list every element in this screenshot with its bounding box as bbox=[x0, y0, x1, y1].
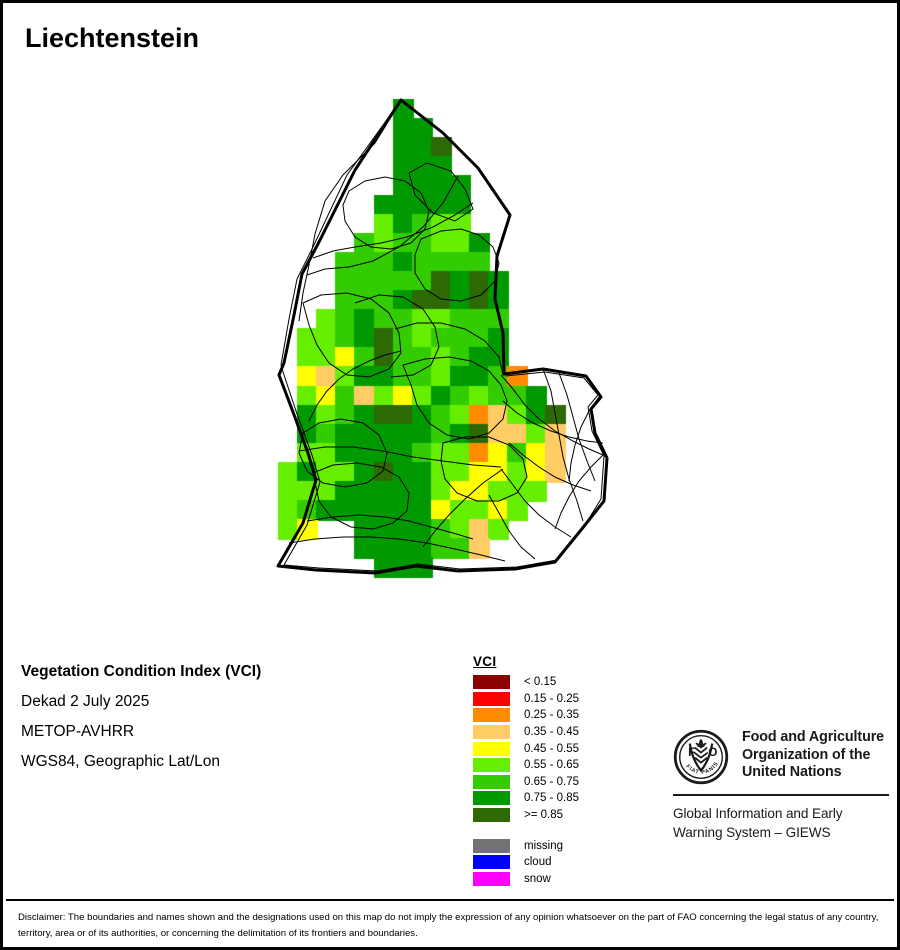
legend-label: missing bbox=[524, 839, 563, 852]
info-heading: Vegetation Condition Index (VCI) bbox=[21, 663, 262, 680]
legend-class-row: 0.55 - 0.65 bbox=[473, 757, 643, 774]
svg-text:O: O bbox=[708, 746, 717, 759]
info-projection: WGS84, Geographic Lat/Lon bbox=[21, 753, 221, 770]
disclaimer-divider bbox=[6, 899, 894, 901]
legend-swatch bbox=[473, 691, 510, 706]
legend-label: 0.15 - 0.25 bbox=[524, 692, 579, 705]
legend-class-row: 0.15 - 0.25 bbox=[473, 691, 643, 708]
fao-divider bbox=[673, 794, 889, 796]
legend-swatch bbox=[473, 675, 510, 690]
legend-label: 0.55 - 0.65 bbox=[524, 759, 579, 772]
legend-class-row: 0.75 - 0.85 bbox=[473, 790, 643, 807]
map-info: Vegetation Condition Index (VCI) Dekad 2… bbox=[21, 657, 441, 777]
legend-class-row: 0.65 - 0.75 bbox=[473, 774, 643, 791]
info-dekad: Dekad 2 July 2025 bbox=[21, 693, 150, 710]
legend-label: >= 0.85 bbox=[524, 809, 564, 822]
legend-spacer bbox=[473, 823, 643, 837]
legend-label: < 0.15 bbox=[524, 676, 557, 689]
legend-swatch bbox=[473, 758, 510, 773]
legend-class-row: 0.35 - 0.45 bbox=[473, 724, 643, 741]
fao-branding: F A O FIAT PANIS Food and Agriculture Or… bbox=[673, 729, 889, 842]
legend-class-row: 0.45 - 0.55 bbox=[473, 740, 643, 757]
legend-label: 0.25 - 0.35 bbox=[524, 709, 579, 722]
svg-text:A: A bbox=[697, 738, 705, 750]
legend-label: snow bbox=[524, 872, 551, 885]
legend: VCI < 0.15 0.15 - 0.25 0.25 - 0.35 0.35 - 0… bbox=[473, 654, 643, 887]
legend-swatch bbox=[473, 791, 510, 806]
legend-swatch bbox=[473, 855, 510, 870]
legend-swatch bbox=[473, 871, 510, 886]
legend-swatch bbox=[473, 774, 510, 789]
legend-swatch bbox=[473, 808, 510, 823]
vci-raster bbox=[3, 3, 897, 623]
legend-swatch bbox=[473, 708, 510, 723]
legend-swatch bbox=[473, 741, 510, 756]
fao-name-line3: United Nations bbox=[742, 764, 842, 780]
fao-header: F A O FIAT PANIS Food and Agriculture Or… bbox=[673, 729, 889, 785]
legend-label: cloud bbox=[524, 856, 552, 869]
giews-line2: Warning System – GIEWS bbox=[673, 824, 831, 840]
disclaimer-text: Disclaimer: The boundaries and names sho… bbox=[18, 912, 879, 939]
legend-status-row: missing bbox=[473, 837, 643, 854]
legend-swatch bbox=[473, 725, 510, 740]
fao-name: Food and Agriculture Organization of the… bbox=[742, 729, 884, 782]
legend-status-row: snow bbox=[473, 871, 643, 888]
info-sensor: METOP-AVHRR bbox=[21, 723, 135, 740]
legend-label: 0.65 - 0.75 bbox=[524, 775, 579, 788]
legend-title: VCI bbox=[473, 654, 497, 669]
legend-class-row: < 0.15 bbox=[473, 674, 643, 691]
legend-label: 0.45 - 0.55 bbox=[524, 742, 579, 755]
map-canvas bbox=[3, 3, 897, 623]
fao-emblem-icon: F A O FIAT PANIS bbox=[673, 729, 729, 785]
legend-label: 0.35 - 0.45 bbox=[524, 726, 579, 739]
fao-name-line1: Food and Agriculture bbox=[742, 729, 885, 745]
legend-label: 0.75 - 0.85 bbox=[524, 792, 579, 805]
legend-status-row: cloud bbox=[473, 854, 643, 871]
fao-name-line2: Organization of the bbox=[742, 746, 871, 763]
legend-class-row: >= 0.85 bbox=[473, 807, 643, 824]
legend-swatch bbox=[473, 838, 510, 853]
legend-class-list: < 0.15 0.15 - 0.25 0.25 - 0.35 0.35 - 0.45 0… bbox=[473, 674, 643, 823]
svg-text:F: F bbox=[688, 746, 695, 759]
giews-name: Global Information and Early Warning Sys… bbox=[673, 805, 889, 842]
legend-status-list: missing cloud snow bbox=[473, 837, 643, 887]
giews-line1: Global Information and Early bbox=[673, 806, 843, 821]
legend-class-row: 0.25 - 0.35 bbox=[473, 707, 643, 724]
